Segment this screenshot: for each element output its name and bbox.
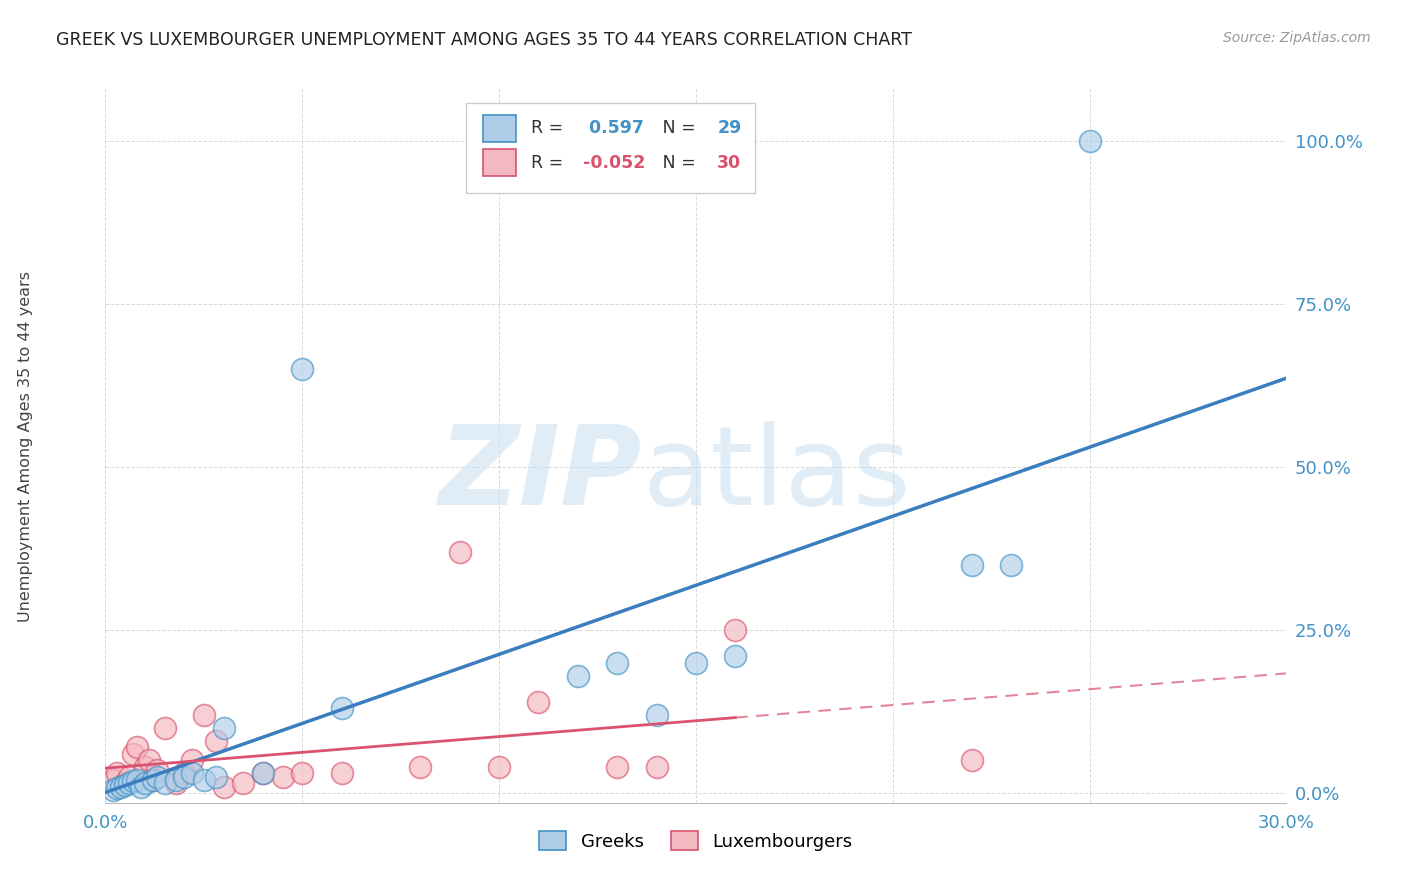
Point [960, 754, 983, 768]
Point [165, 776, 187, 790]
Point [193, 707, 215, 722]
Point [645, 707, 668, 722]
Point [409, 760, 432, 774]
Point [488, 760, 510, 774]
Point [145, 770, 167, 784]
Point [1000, 558, 1022, 572]
Point [449, 545, 471, 559]
Point [173, 770, 195, 784]
Point [122, 747, 145, 761]
Point [724, 623, 747, 637]
Point [291, 362, 314, 376]
Text: 0.597: 0.597 [582, 120, 644, 137]
Text: N =: N = [647, 120, 702, 137]
Bar [484, 115, 516, 142]
Text: R =: R = [530, 120, 568, 137]
Text: ZIP: ZIP [439, 421, 643, 528]
Text: 30: 30 [717, 153, 741, 171]
Point [173, 766, 195, 780]
Point [165, 772, 187, 787]
Point [212, 780, 235, 794]
Point [153, 721, 176, 735]
Point [271, 770, 294, 784]
Point [252, 766, 274, 780]
Point [134, 760, 156, 774]
Point [110, 780, 132, 794]
Point [212, 721, 235, 735]
Point [330, 766, 353, 780]
Point [1078, 134, 1101, 148]
Point [181, 766, 204, 780]
Point [606, 656, 628, 670]
Text: -0.052: -0.052 [582, 153, 645, 171]
Text: Source: ZipAtlas.com: Source: ZipAtlas.com [1223, 31, 1371, 45]
Point [527, 695, 550, 709]
Point [103, 782, 125, 797]
Point [118, 776, 141, 790]
Text: N =: N = [647, 153, 702, 171]
FancyBboxPatch shape [465, 103, 755, 193]
Text: GREEK VS LUXEMBOURGER UNEMPLOYMENT AMONG AGES 35 TO 44 YEARS CORRELATION CHART: GREEK VS LUXEMBOURGER UNEMPLOYMENT AMONG… [56, 31, 912, 49]
Point [960, 558, 983, 572]
Point [142, 772, 165, 787]
Point [193, 772, 215, 787]
Point [122, 774, 145, 789]
Text: 29: 29 [717, 120, 741, 137]
Point [118, 770, 141, 784]
Point [645, 760, 668, 774]
Point [114, 776, 136, 790]
Point [232, 776, 254, 790]
Point [145, 763, 167, 777]
Point [138, 754, 160, 768]
Point [252, 766, 274, 780]
Point [153, 776, 176, 790]
Text: R =: R = [530, 153, 568, 171]
Point [129, 780, 152, 794]
Point [724, 649, 747, 664]
Point [125, 740, 148, 755]
Point [114, 778, 136, 792]
Point [142, 772, 165, 787]
Point [105, 766, 128, 780]
Point [181, 754, 204, 768]
Point [606, 760, 628, 774]
Point [134, 776, 156, 790]
Point [330, 701, 353, 715]
Point [204, 770, 226, 784]
Point [685, 656, 707, 670]
Point [103, 772, 125, 787]
Point [105, 780, 128, 795]
Point [291, 766, 314, 780]
Text: Unemployment Among Ages 35 to 44 years: Unemployment Among Ages 35 to 44 years [18, 270, 32, 622]
Text: atlas: atlas [643, 421, 911, 528]
Point [125, 772, 148, 787]
Point [204, 734, 226, 748]
Legend: Greeks, Luxembourgers: Greeks, Luxembourgers [531, 824, 860, 858]
Point [567, 669, 589, 683]
Bar [484, 149, 516, 177]
